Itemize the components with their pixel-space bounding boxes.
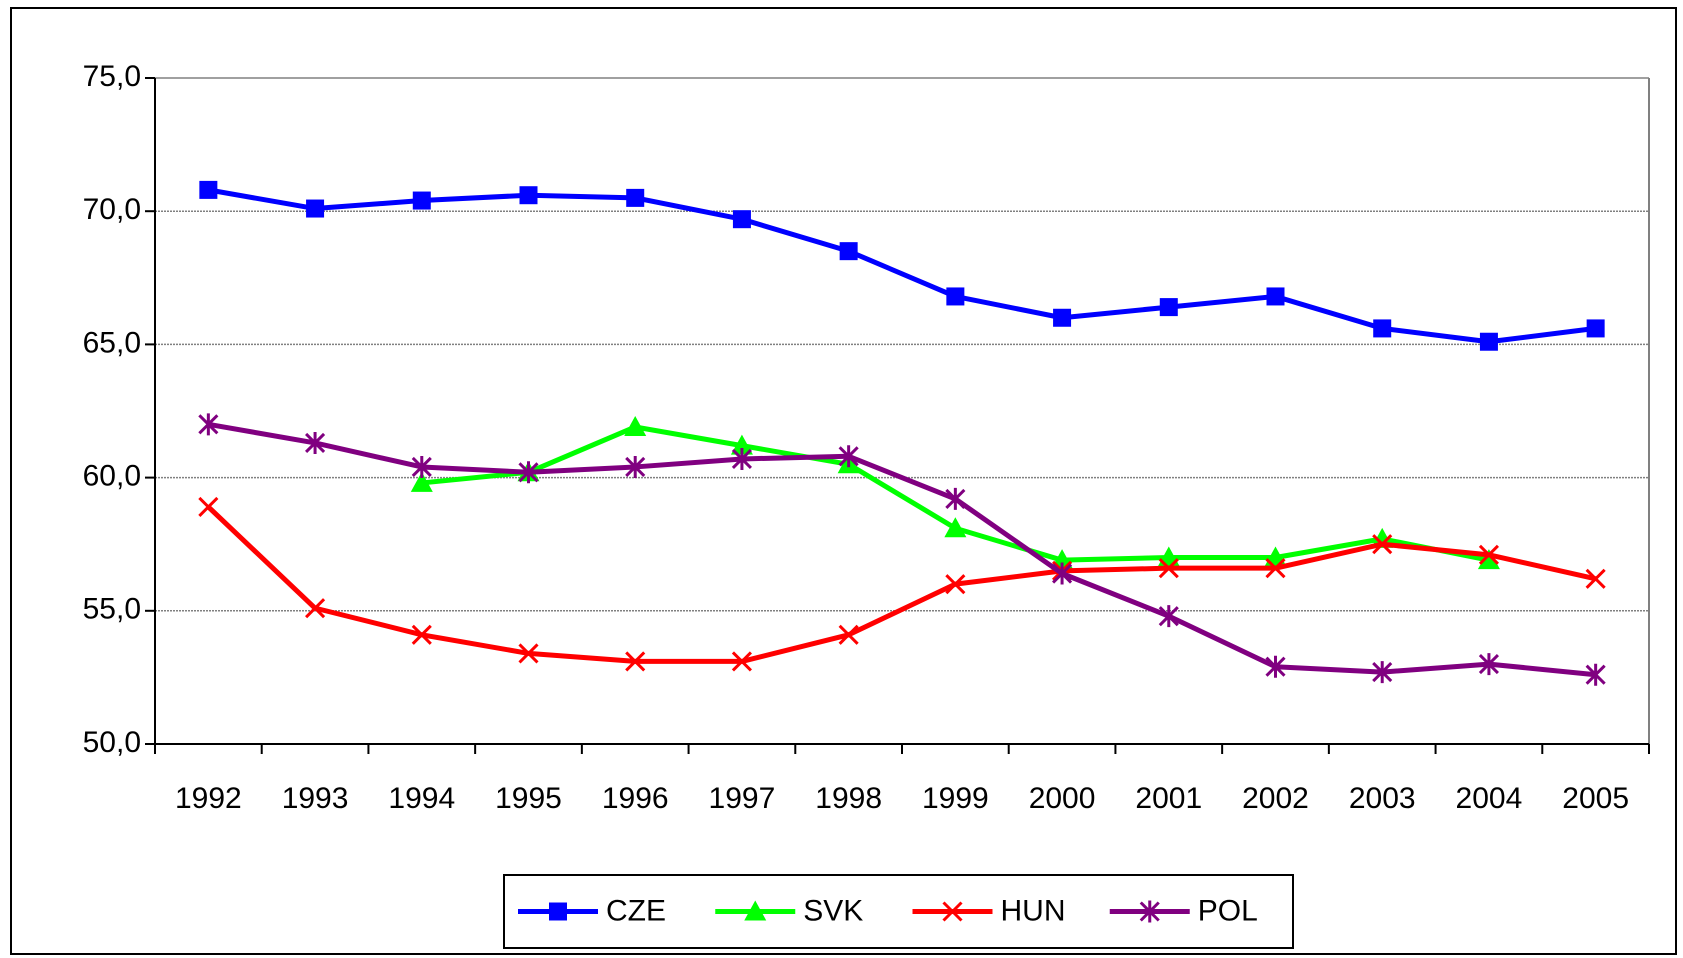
x-tick-label: 2003: [1349, 782, 1416, 815]
point: [306, 199, 325, 218]
legend-label: HUN: [1001, 894, 1066, 927]
series-line: [207, 421, 1596, 678]
legend-marker: [1139, 900, 1160, 923]
point: [1477, 549, 1500, 570]
series-line: [206, 505, 1597, 664]
point: [198, 496, 219, 517]
point: [1586, 319, 1605, 338]
point: [518, 643, 539, 664]
legend-marker: [942, 901, 963, 922]
x-tick-label: 1992: [175, 782, 242, 815]
legend-marker: [549, 902, 567, 921]
point: [1052, 562, 1073, 585]
point: [1479, 332, 1498, 351]
point: [519, 186, 538, 205]
point: [1053, 308, 1072, 327]
chart-frame: [10, 7, 1677, 955]
x-tick-label: 2004: [1456, 782, 1523, 815]
point: [1585, 568, 1606, 589]
point: [198, 413, 219, 436]
point: [626, 188, 645, 207]
point: [411, 455, 432, 478]
x-tick-label: 2002: [1242, 782, 1309, 815]
point: [1158, 558, 1179, 579]
point: [305, 598, 326, 619]
point: [518, 461, 539, 484]
point: [625, 455, 646, 478]
legend-label: SVK: [803, 894, 863, 927]
x-tick-label: 2005: [1562, 782, 1629, 815]
point: [1373, 319, 1392, 338]
point: [1266, 287, 1285, 306]
x-tick-label: 1993: [282, 782, 349, 815]
x-tick-label: 1998: [815, 782, 882, 815]
legend-label: POL: [1198, 894, 1258, 927]
x-tick-label: 2000: [1029, 782, 1096, 815]
point: [624, 415, 647, 436]
point: [1265, 558, 1286, 579]
point: [625, 651, 646, 672]
x-tick-label: 1997: [709, 782, 776, 815]
point: [838, 445, 859, 468]
point: [410, 471, 433, 492]
point: [1372, 661, 1393, 684]
y-tick-label: 65,0: [83, 326, 141, 359]
point: [1478, 653, 1499, 676]
legend-marker: [744, 900, 767, 921]
point: [1158, 605, 1179, 628]
x-tick-label: 1994: [388, 782, 455, 815]
x-tick-label: 1995: [495, 782, 562, 815]
point: [412, 191, 431, 210]
point: [945, 487, 966, 510]
point: [1585, 663, 1606, 686]
point: [946, 287, 965, 306]
point: [731, 651, 752, 672]
point: [944, 517, 967, 538]
y-tick-label: 55,0: [83, 593, 141, 626]
point: [732, 210, 751, 229]
x-tick-label: 1999: [922, 782, 989, 815]
y-tick-label: 50,0: [83, 726, 141, 759]
y-tick-label: 60,0: [83, 460, 141, 493]
point: [731, 447, 752, 470]
point: [838, 624, 859, 645]
legend: CZE SVK HUN POL: [503, 874, 1294, 949]
point: [1265, 655, 1286, 678]
y-tick-label: 70,0: [83, 193, 141, 226]
point: [199, 180, 218, 199]
point: [730, 434, 753, 455]
legend-label: CZE: [606, 894, 666, 927]
point: [1159, 298, 1178, 317]
point: [839, 242, 858, 261]
x-tick-label: 1996: [602, 782, 669, 815]
point: [305, 431, 326, 454]
point: [411, 624, 432, 645]
point: [1372, 534, 1393, 555]
x-tick-label: 2001: [1135, 782, 1202, 815]
point: [1478, 544, 1499, 565]
point: [945, 574, 966, 595]
series-line: [207, 187, 1596, 345]
y-tick-label: 75,0: [83, 60, 141, 93]
